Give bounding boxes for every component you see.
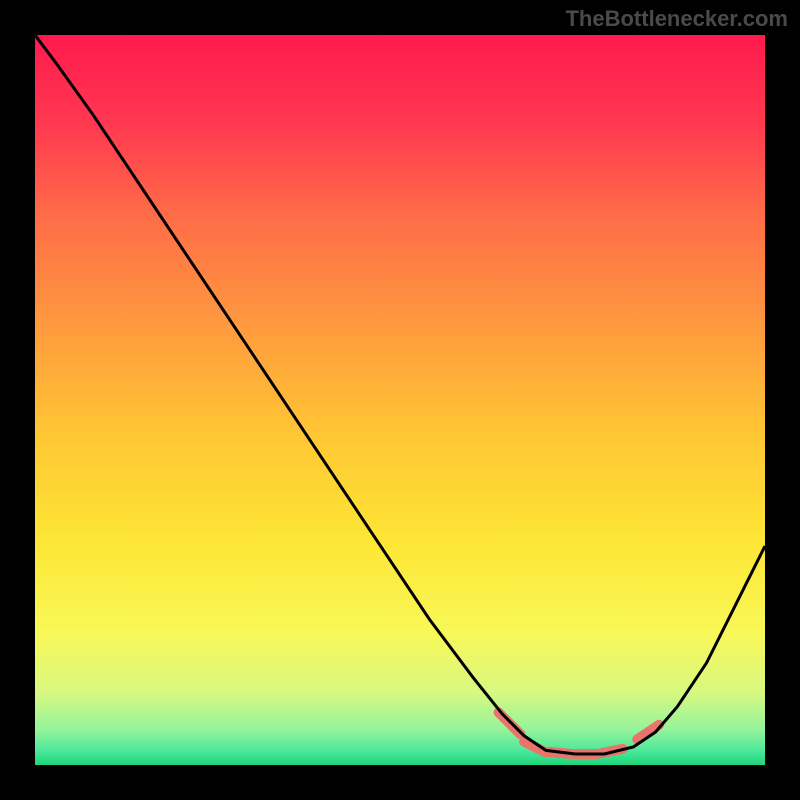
curve-layer [35, 35, 765, 765]
chart-area [35, 35, 765, 765]
bottleneck-curve [35, 35, 765, 754]
watermark: TheBottlenecker.com [565, 6, 788, 32]
